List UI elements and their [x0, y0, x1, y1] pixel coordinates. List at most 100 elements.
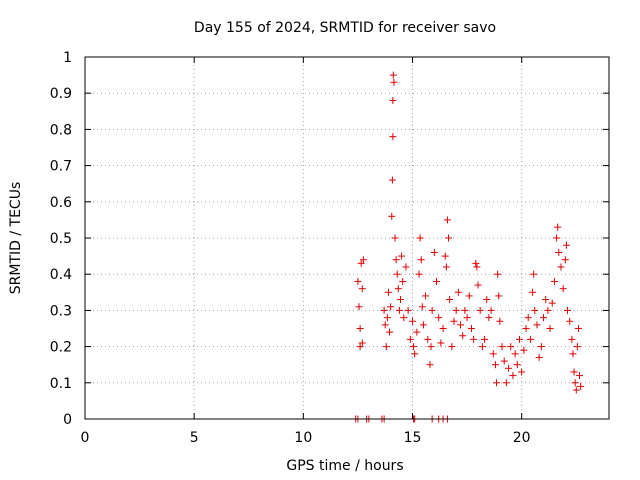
data-point: [445, 234, 453, 242]
data-point: [439, 325, 447, 332]
data-point: [554, 223, 562, 231]
data-point: [441, 252, 449, 260]
y-tick-label: 0.6: [50, 195, 72, 211]
data-point: [388, 212, 396, 220]
data-point: [566, 317, 574, 325]
data-point: [393, 270, 401, 278]
data-point: [433, 277, 441, 285]
data-point: [561, 256, 569, 264]
data-point: [391, 234, 399, 242]
y-tick-label: 0.8: [50, 122, 72, 138]
data-point: [559, 285, 567, 293]
data-point: [390, 78, 398, 86]
data-point: [356, 343, 364, 351]
data-point: [409, 317, 416, 325]
data-point: [454, 288, 462, 296]
y-tick-label: 0.1: [50, 376, 72, 392]
data-point: [569, 350, 577, 358]
data-point: [500, 357, 508, 365]
data-point: [387, 303, 395, 311]
data-point: [540, 314, 547, 322]
x-tick-label: 20: [513, 430, 531, 446]
x-tick-label: 10: [294, 430, 312, 446]
data-point: [386, 328, 394, 336]
data-point: [426, 361, 434, 369]
data-point: [389, 71, 397, 79]
data-point: [459, 332, 467, 340]
y-tick-label: 1: [63, 50, 72, 66]
data-point: [427, 343, 435, 351]
data-point: [411, 350, 419, 358]
data-point: [388, 176, 396, 184]
data-point: [478, 343, 486, 351]
data-point: [498, 343, 506, 351]
data-point: [382, 343, 390, 351]
data-point: [461, 306, 469, 314]
grid-lines: [85, 57, 609, 419]
data-point: [524, 314, 532, 322]
x-tick-label: 5: [190, 430, 199, 446]
data-point: [546, 325, 554, 332]
x-tick-label: 0: [81, 430, 90, 446]
data-point: [507, 343, 515, 351]
data-point: [537, 343, 545, 351]
y-tick-label: 0.3: [50, 303, 72, 319]
data-point: [570, 368, 578, 376]
data-point: [452, 306, 460, 314]
data-point: [526, 335, 534, 343]
data-point: [419, 321, 427, 329]
data-point: [562, 241, 570, 249]
data-point: [515, 335, 523, 343]
data-point: [502, 379, 510, 387]
data-point: [457, 321, 465, 329]
data-point: [443, 216, 451, 224]
data-point: [467, 325, 475, 332]
data-point: [442, 263, 450, 271]
data-point: [358, 339, 366, 347]
data-point: [487, 306, 495, 314]
data-point: [520, 346, 528, 354]
data-point: [410, 343, 418, 351]
data-point: [483, 296, 491, 304]
data-point: [485, 314, 493, 322]
data-point: [496, 317, 504, 325]
data-point: [533, 321, 541, 329]
data-point: [576, 372, 584, 380]
y-tick-label: 0.7: [50, 159, 72, 175]
data-point: [553, 234, 561, 242]
data-point: [381, 321, 389, 329]
y-tick-label: 0: [63, 412, 72, 428]
data-point: [550, 277, 558, 285]
data-point: [542, 296, 550, 304]
data-point: [446, 296, 454, 304]
data-point: [571, 379, 579, 387]
data-point: [404, 306, 412, 314]
data-point: [430, 248, 438, 256]
data-point: [573, 343, 581, 351]
data-point: [358, 285, 366, 293]
data-point: [473, 263, 481, 271]
data-point: [418, 303, 426, 311]
data-point: [481, 335, 489, 343]
data-point: [398, 252, 406, 260]
data-point: [399, 277, 407, 285]
data-point: [509, 372, 517, 380]
data-point: [389, 96, 397, 104]
x-axis-label: GPS time / hours: [286, 458, 403, 474]
data-point: [357, 259, 365, 267]
axis-ticks: [84, 56, 609, 420]
data-point: [505, 364, 513, 372]
chart-title: Day 155 of 2024, SRMTID for receiver sav…: [194, 20, 496, 36]
data-point: [413, 328, 421, 336]
y-axis-label: SRMTID / TECUs: [8, 182, 24, 295]
data-point: [417, 256, 425, 264]
data-point: [355, 303, 363, 311]
data-point: [548, 299, 556, 307]
data-point: [356, 325, 364, 332]
data-point: [380, 306, 388, 314]
data-point: [574, 325, 582, 332]
data-point: [450, 317, 458, 325]
data-point: [463, 314, 471, 322]
data-point: [544, 306, 552, 314]
